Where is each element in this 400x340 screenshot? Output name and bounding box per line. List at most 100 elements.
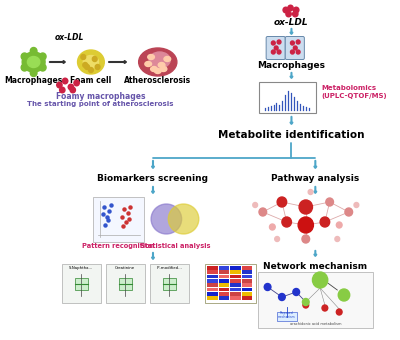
FancyBboxPatch shape <box>208 270 218 274</box>
Circle shape <box>264 284 271 290</box>
Circle shape <box>21 53 28 60</box>
Circle shape <box>283 7 288 13</box>
Ellipse shape <box>151 67 157 71</box>
Ellipse shape <box>168 204 199 234</box>
Circle shape <box>312 272 328 288</box>
Circle shape <box>259 208 267 216</box>
FancyBboxPatch shape <box>219 275 229 278</box>
FancyBboxPatch shape <box>242 292 252 295</box>
Circle shape <box>278 293 285 301</box>
Circle shape <box>308 189 313 194</box>
FancyBboxPatch shape <box>230 270 241 274</box>
Circle shape <box>286 11 291 17</box>
FancyBboxPatch shape <box>219 279 229 283</box>
Circle shape <box>68 84 74 90</box>
Circle shape <box>354 203 359 207</box>
Circle shape <box>95 65 100 69</box>
Circle shape <box>335 237 340 241</box>
Text: arachidonic acid metabolism: arachidonic acid metabolism <box>290 322 341 326</box>
Circle shape <box>39 64 46 71</box>
Circle shape <box>302 235 310 243</box>
Circle shape <box>30 69 37 76</box>
FancyBboxPatch shape <box>242 288 252 291</box>
FancyBboxPatch shape <box>150 264 189 303</box>
FancyBboxPatch shape <box>219 266 229 270</box>
FancyBboxPatch shape <box>106 264 145 303</box>
Circle shape <box>293 11 298 17</box>
Circle shape <box>70 87 76 93</box>
FancyBboxPatch shape <box>219 292 229 295</box>
FancyBboxPatch shape <box>285 36 304 60</box>
FancyBboxPatch shape <box>208 288 218 291</box>
Ellipse shape <box>28 56 40 68</box>
FancyBboxPatch shape <box>242 279 252 283</box>
Text: ox-LDL: ox-LDL <box>54 33 84 41</box>
FancyBboxPatch shape <box>230 292 241 295</box>
Circle shape <box>30 48 37 54</box>
Circle shape <box>60 87 65 93</box>
Circle shape <box>298 217 314 233</box>
Circle shape <box>62 78 68 84</box>
Circle shape <box>277 40 281 44</box>
Ellipse shape <box>164 56 171 62</box>
FancyBboxPatch shape <box>230 266 241 270</box>
Ellipse shape <box>151 204 182 234</box>
Text: Atherosclerosis: Atherosclerosis <box>124 76 191 85</box>
Circle shape <box>85 65 90 69</box>
Ellipse shape <box>160 67 167 71</box>
Ellipse shape <box>83 55 98 68</box>
Text: Metabolite identification: Metabolite identification <box>218 130 365 140</box>
Circle shape <box>272 41 275 45</box>
Ellipse shape <box>149 52 170 68</box>
FancyBboxPatch shape <box>93 197 144 241</box>
FancyBboxPatch shape <box>242 296 252 300</box>
Ellipse shape <box>148 54 154 59</box>
FancyBboxPatch shape <box>205 264 256 303</box>
Circle shape <box>274 46 278 50</box>
Text: S-Naphtha...: S-Naphtha... <box>69 266 94 270</box>
Circle shape <box>302 299 309 306</box>
Circle shape <box>275 237 280 241</box>
FancyBboxPatch shape <box>208 296 218 300</box>
Text: Macrophages: Macrophages <box>258 61 326 70</box>
Circle shape <box>320 217 330 227</box>
Circle shape <box>290 41 294 45</box>
FancyBboxPatch shape <box>208 292 218 295</box>
Circle shape <box>345 208 352 216</box>
Circle shape <box>288 5 293 11</box>
Text: ox-LDL: ox-LDL <box>314 278 326 282</box>
Text: Pattern recognition: Pattern recognition <box>82 243 155 249</box>
FancyBboxPatch shape <box>266 36 285 60</box>
Circle shape <box>326 198 334 206</box>
FancyBboxPatch shape <box>208 266 218 270</box>
FancyBboxPatch shape <box>230 288 241 291</box>
Ellipse shape <box>154 68 161 73</box>
FancyBboxPatch shape <box>219 288 229 291</box>
Text: Proposed
mechanism: Proposed mechanism <box>278 311 296 319</box>
Circle shape <box>277 197 287 207</box>
Circle shape <box>338 289 350 301</box>
FancyBboxPatch shape <box>208 279 218 283</box>
FancyBboxPatch shape <box>230 279 241 283</box>
Circle shape <box>21 64 28 71</box>
Circle shape <box>277 50 281 54</box>
Circle shape <box>322 305 328 311</box>
Circle shape <box>290 50 294 54</box>
Ellipse shape <box>145 62 152 67</box>
Text: Metabolomics
(UPLC-QTOF/MS): Metabolomics (UPLC-QTOF/MS) <box>321 85 387 99</box>
Circle shape <box>293 46 297 50</box>
FancyBboxPatch shape <box>62 264 101 303</box>
Ellipse shape <box>158 63 165 68</box>
FancyBboxPatch shape <box>242 283 252 287</box>
FancyBboxPatch shape <box>230 283 241 287</box>
Text: Foamy macrophages: Foamy macrophages <box>56 92 145 101</box>
FancyBboxPatch shape <box>162 278 176 290</box>
Text: Creatinine: Creatinine <box>115 266 135 270</box>
Circle shape <box>296 40 300 44</box>
Circle shape <box>294 7 299 13</box>
FancyBboxPatch shape <box>219 283 229 287</box>
Circle shape <box>253 203 258 207</box>
Circle shape <box>39 53 46 60</box>
FancyBboxPatch shape <box>219 296 229 300</box>
Ellipse shape <box>139 48 177 76</box>
